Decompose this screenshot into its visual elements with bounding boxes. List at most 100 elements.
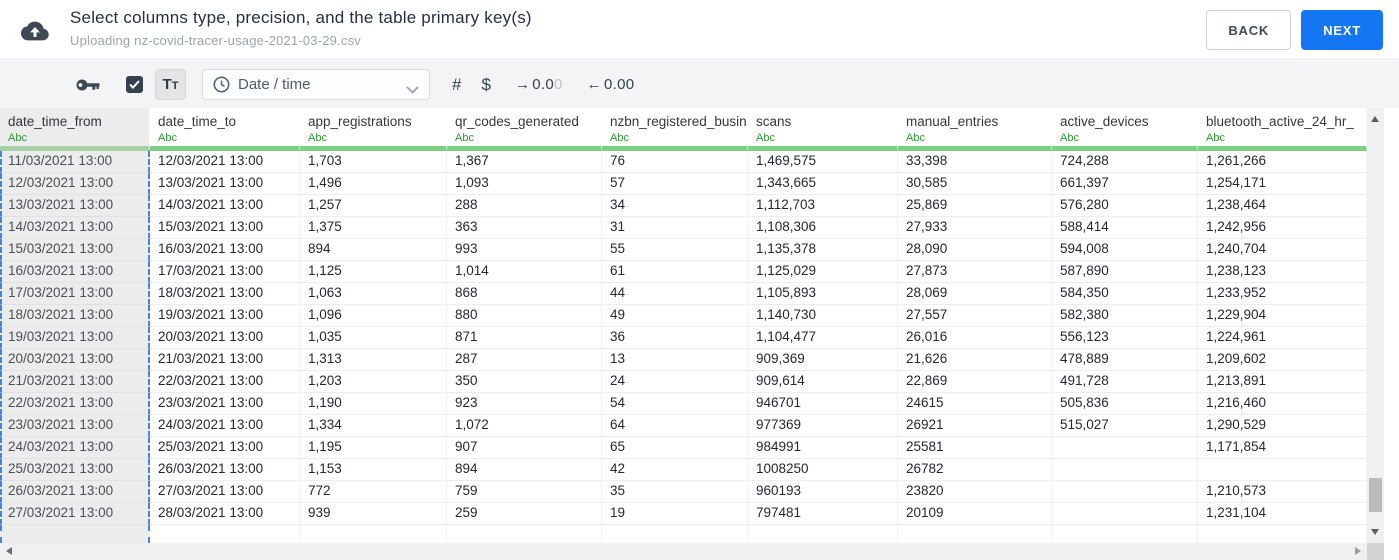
cell[interactable]: 20/03/2021 13:00 (0, 349, 150, 371)
cell[interactable]: 22/03/2021 13:00 (150, 371, 300, 393)
cell[interactable]: 894 (447, 459, 602, 481)
cell[interactable]: 977369 (748, 415, 898, 437)
cell[interactable]: 26/03/2021 13:00 (0, 481, 150, 503)
cell[interactable]: 505,836 (1052, 393, 1198, 415)
cell[interactable]: 33,398 (898, 151, 1052, 173)
cell[interactable]: 26/03/2021 13:00 (150, 459, 300, 481)
cell[interactable]: 871 (447, 327, 602, 349)
cell[interactable]: 1,063 (300, 283, 447, 305)
cell[interactable]: 20/03/2021 13:00 (150, 327, 300, 349)
cell[interactable]: 57 (602, 173, 748, 195)
cell[interactable]: 24615 (898, 393, 1052, 415)
cell[interactable]: 350 (447, 371, 602, 393)
cell[interactable]: 993 (447, 239, 602, 261)
cell[interactable]: 28/03/2021 13:00 (150, 503, 300, 525)
cell[interactable]: 35 (602, 481, 748, 503)
cell[interactable]: 19/03/2021 13:00 (150, 305, 300, 327)
column-header-app_registrations[interactable]: app_registrations Abc (300, 108, 447, 151)
cell[interactable]: 16/03/2021 13:00 (0, 261, 150, 283)
cell[interactable]: 478,889 (1052, 349, 1198, 371)
cell[interactable]: 49 (602, 305, 748, 327)
decrease-decimal-button[interactable]: → 0.00 (515, 76, 563, 93)
cell[interactable]: 287 (447, 349, 602, 371)
increase-decimal-button[interactable]: ← 0.00 (587, 76, 635, 93)
currency-type-button[interactable]: $ (481, 74, 491, 94)
vertical-scrollbar[interactable] (1367, 108, 1384, 543)
scroll-up-arrow-icon[interactable] (1371, 116, 1379, 122)
cell[interactable]: 11/03/2021 13:00 (0, 151, 150, 173)
cell[interactable]: 54 (602, 393, 748, 415)
cell[interactable]: 923 (447, 393, 602, 415)
cell[interactable]: 23820 (898, 481, 1052, 503)
column-header-qr_codes_generated[interactable]: qr_codes_generated Abc (447, 108, 602, 151)
cell[interactable]: 588,414 (1052, 217, 1198, 239)
cell[interactable]: 1,108,306 (748, 217, 898, 239)
cell[interactable]: 1,469,575 (748, 151, 898, 173)
cell[interactable] (1052, 481, 1198, 503)
cell[interactable]: 27/03/2021 13:00 (0, 503, 150, 525)
cell[interactable]: 868 (447, 283, 602, 305)
cell[interactable]: 1,313 (300, 349, 447, 371)
cell[interactable]: 576,280 (1052, 195, 1198, 217)
cell[interactable]: 31 (602, 217, 748, 239)
cell[interactable]: 61 (602, 261, 748, 283)
column-header-nzbn_registered_busine[interactable]: nzbn_registered_busine Abc (602, 108, 748, 151)
cell[interactable]: 25/03/2021 13:00 (0, 459, 150, 481)
cell[interactable]: 1,093 (447, 173, 602, 195)
cell[interactable]: 21,626 (898, 349, 1052, 371)
cell[interactable]: 42 (602, 459, 748, 481)
cell[interactable]: 1,257 (300, 195, 447, 217)
cell[interactable]: 18/03/2021 13:00 (0, 305, 150, 327)
cell[interactable]: 1,140,730 (748, 305, 898, 327)
cell[interactable]: 1,213,891 (1198, 371, 1367, 393)
column-header-active_devices[interactable]: active_devices Abc (1052, 108, 1198, 151)
include-column-checkbox[interactable] (126, 76, 143, 93)
cell[interactable]: 960193 (748, 481, 898, 503)
cell[interactable]: 24/03/2021 13:00 (0, 437, 150, 459)
cell[interactable]: 946701 (748, 393, 898, 415)
cell[interactable]: 26921 (898, 415, 1052, 437)
cell[interactable]: 1,171,854 (1198, 437, 1367, 459)
cell[interactable] (1052, 437, 1198, 459)
horizontal-scrollbar[interactable] (0, 543, 1367, 560)
cell[interactable]: 909,369 (748, 349, 898, 371)
cell[interactable]: 587,890 (1052, 261, 1198, 283)
cell[interactable]: 21/03/2021 13:00 (0, 371, 150, 393)
cell[interactable] (1198, 459, 1367, 481)
column-header-date_time_to[interactable]: date_time_to Abc (150, 108, 300, 151)
cell[interactable]: 17/03/2021 13:00 (150, 261, 300, 283)
cell[interactable]: 939 (300, 503, 447, 525)
cell[interactable]: 19 (602, 503, 748, 525)
cell[interactable]: 1,153 (300, 459, 447, 481)
number-type-button[interactable]: # (452, 74, 462, 94)
cell[interactable]: 1,261,266 (1198, 151, 1367, 173)
cell[interactable]: 25,869 (898, 195, 1052, 217)
column-header-manual_entries[interactable]: manual_entries Abc (898, 108, 1052, 151)
cell[interactable]: 76 (602, 151, 748, 173)
cell[interactable]: 1,334 (300, 415, 447, 437)
cell[interactable]: 363 (447, 217, 602, 239)
text-type-button[interactable]: Tt (155, 69, 186, 100)
cell[interactable]: 36 (602, 327, 748, 349)
cell[interactable]: 55 (602, 239, 748, 261)
cell[interactable]: 1,125,029 (748, 261, 898, 283)
vertical-scrollbar-thumb[interactable] (1369, 478, 1382, 512)
cell[interactable]: 907 (447, 437, 602, 459)
cell[interactable]: 22/03/2021 13:00 (0, 393, 150, 415)
cell[interactable]: 1,195 (300, 437, 447, 459)
cell[interactable]: 1,104,477 (748, 327, 898, 349)
column-header-bluetooth_active_24_hr_[interactable]: bluetooth_active_24_hr_ Abc (1198, 108, 1367, 151)
cell[interactable]: 594,008 (1052, 239, 1198, 261)
scroll-right-arrow-icon[interactable] (1355, 547, 1361, 555)
cell[interactable]: 16/03/2021 13:00 (150, 239, 300, 261)
cell[interactable]: 909,614 (748, 371, 898, 393)
cell[interactable]: 1008250 (748, 459, 898, 481)
next-button[interactable]: NEXT (1301, 10, 1383, 50)
cell[interactable]: 23/03/2021 13:00 (150, 393, 300, 415)
cell[interactable]: 1,096 (300, 305, 447, 327)
cell[interactable]: 44 (602, 283, 748, 305)
cell[interactable]: 25/03/2021 13:00 (150, 437, 300, 459)
cell[interactable]: 1,224,961 (1198, 327, 1367, 349)
cell[interactable]: 556,123 (1052, 327, 1198, 349)
cell[interactable]: 25581 (898, 437, 1052, 459)
